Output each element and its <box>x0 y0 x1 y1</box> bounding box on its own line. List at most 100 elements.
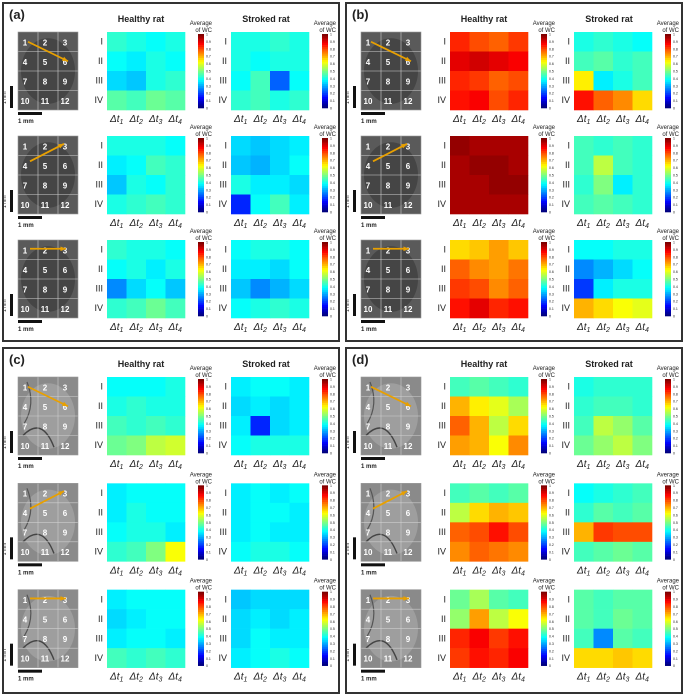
heatmap-cell <box>107 259 127 280</box>
colorbar-segment <box>665 286 671 289</box>
colorbar-segment <box>665 247 671 250</box>
column-label: Δt3 <box>615 565 630 577</box>
brain-image: 1234567891011121 mm1 mm <box>347 589 422 683</box>
colorbar-segment <box>665 138 671 141</box>
colorbar-segment <box>198 551 204 555</box>
heatmap-cell <box>489 589 509 610</box>
colorbar-segment <box>198 522 204 525</box>
arrow-head <box>401 491 407 496</box>
colorbar-tick-label: 0.9 <box>330 598 335 602</box>
heatmap-cell <box>146 609 166 629</box>
colorbar-segment <box>198 282 204 285</box>
colorbar-tick-label: 0.2 <box>549 437 554 441</box>
panel-a: (a) Healthy rat Stroked rat 1 2 3 4 5 6 7 8 9 10 11 1… <box>2 2 340 342</box>
colorbar-title: of WC <box>195 132 212 138</box>
heatmap-cell <box>632 589 653 610</box>
scale-label-vertical: 1 mm <box>4 92 8 105</box>
column-label: Δt1 <box>576 672 591 684</box>
colorbar-segment <box>665 393 671 396</box>
colorbar-segment <box>198 67 204 70</box>
colorbar-segment <box>665 637 671 641</box>
colorbar-tick-label: 0.8 <box>673 47 678 51</box>
colorbar-title: Average <box>533 229 556 235</box>
column-label: Δt1 <box>576 114 591 126</box>
heatmap-cell <box>250 90 271 111</box>
colorbar-tick-label: 0.2 <box>673 300 678 304</box>
heatmap-cell <box>489 71 509 91</box>
colorbar-segment <box>198 58 204 61</box>
colorbar-segment <box>322 436 328 439</box>
heatmap-cell <box>126 589 147 610</box>
colorbar-segment <box>541 503 547 506</box>
colorbar-segment <box>541 286 547 289</box>
colorbar-segment <box>198 41 204 44</box>
heatmap-cell <box>632 194 653 215</box>
region-label: 9 <box>406 181 411 190</box>
colorbar-segment <box>541 623 547 626</box>
row-label: IV <box>94 440 103 450</box>
colorbar-segment <box>665 417 671 420</box>
colorbar-segment <box>541 619 547 622</box>
colorbar-tick-label: 1 <box>330 378 332 382</box>
colorbar-tick-label: 0.5 <box>549 278 554 282</box>
colorbar-segment <box>198 613 204 617</box>
colorbar-segment <box>665 647 671 650</box>
colorbar-tick-label: 0.8 <box>673 499 678 503</box>
colorbar-segment <box>322 434 328 437</box>
colorbar-segment <box>198 645 204 648</box>
heatmap-cell <box>146 240 166 260</box>
colorbar-segment <box>322 626 328 629</box>
region-label: 1 <box>23 38 28 47</box>
column-label: Δt3 <box>615 114 630 126</box>
colorbar-segment <box>541 176 547 179</box>
region-label: 10 <box>364 201 373 210</box>
colorbar-title: of WC <box>319 28 336 34</box>
colorbar-segment <box>665 163 671 167</box>
colorbar-segment <box>322 154 328 157</box>
colorbar-segment <box>665 290 671 293</box>
colorbar-segment <box>665 639 671 642</box>
colorbar-segment <box>541 43 547 46</box>
colorbar-segment <box>198 74 204 77</box>
heatmap-cell <box>469 435 490 456</box>
colorbar-segment <box>541 412 547 415</box>
colorbar-segment <box>198 71 204 74</box>
heading-stroked: Stroked rat <box>585 14 633 24</box>
colorbar-segment <box>541 262 547 265</box>
colorbar-segment <box>322 540 328 543</box>
colorbar-segment <box>322 494 328 497</box>
scale-bar-horizontal <box>361 216 385 219</box>
colorbar-segment <box>322 243 328 246</box>
colorbar-segment <box>541 67 547 70</box>
colorbar-segment <box>322 419 328 422</box>
colorbar-segment <box>541 649 547 652</box>
colorbar-segment <box>322 80 328 83</box>
colorbar-tick-label: 0.5 <box>549 415 554 419</box>
heatmap-cell <box>450 259 470 280</box>
colorbar-segment <box>322 189 328 192</box>
colorbar-tick-label: 0.6 <box>673 166 678 170</box>
colorbar-segment <box>541 600 547 604</box>
colorbar-tick-label: 0 <box>673 211 675 215</box>
colorbar-segment <box>665 206 671 209</box>
colorbar-segment <box>541 279 547 282</box>
colorbar-segment <box>541 410 547 413</box>
colorbar-segment <box>198 507 204 510</box>
vessel <box>366 381 375 425</box>
colorbar-segment <box>198 96 204 100</box>
column-label: Δt2 <box>253 218 268 230</box>
colorbar-tick-label: 0.9 <box>330 248 335 252</box>
heatmap-cell <box>574 522 594 543</box>
colorbar-segment <box>322 202 328 205</box>
column-label: Δt3 <box>148 218 163 230</box>
colorbar-tick-label: 0.7 <box>206 55 211 59</box>
row-label: I <box>224 141 227 151</box>
heatmap-cell <box>574 435 594 456</box>
colorbar-tick-label: 0.9 <box>673 491 678 495</box>
heatmap-cell <box>250 435 271 456</box>
column-label: Δt1 <box>233 565 248 577</box>
colorbar-segment <box>541 295 547 298</box>
colorbar-segment <box>198 171 204 174</box>
